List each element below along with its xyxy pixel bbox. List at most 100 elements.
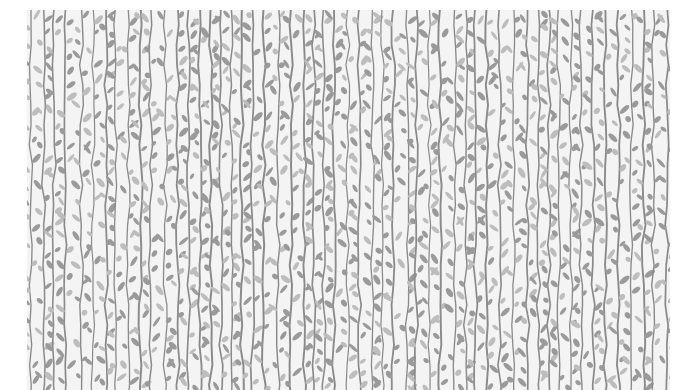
leaf — [94, 110, 102, 120]
leaf — [352, 291, 359, 298]
leaf — [562, 244, 570, 253]
leaf — [503, 362, 513, 372]
leaf — [611, 197, 619, 203]
leaf — [81, 356, 88, 362]
leaf — [552, 202, 558, 209]
leaf — [654, 337, 660, 346]
leaf — [466, 29, 475, 38]
leaf — [222, 26, 230, 34]
leaf — [514, 16, 521, 23]
leaf — [27, 77, 31, 85]
leaf — [350, 153, 358, 163]
leaf — [598, 309, 605, 316]
leaf — [54, 190, 61, 197]
vine-stem — [168, 10, 189, 390]
leaf — [644, 331, 653, 339]
vine-stem-line — [113, 10, 118, 390]
leaf — [542, 309, 549, 316]
leaf — [647, 57, 653, 64]
leaf — [212, 94, 220, 103]
leaf — [133, 193, 140, 202]
leaf — [594, 377, 602, 385]
leaf — [431, 12, 440, 20]
leaf — [558, 93, 565, 99]
leaf — [521, 185, 527, 192]
leaf — [364, 185, 372, 193]
vine-stem — [529, 10, 548, 390]
leaf — [500, 45, 508, 54]
leaf — [373, 266, 380, 273]
leaf — [66, 246, 74, 254]
leaf — [506, 88, 514, 95]
leaf — [587, 237, 593, 244]
leaf — [45, 358, 53, 369]
leaf — [234, 51, 241, 59]
leaf — [292, 293, 301, 303]
vine-stem-line — [524, 10, 531, 390]
leaf — [99, 192, 106, 198]
vine-stem-line — [664, 10, 670, 390]
leaf — [374, 115, 383, 125]
leaf — [550, 280, 558, 288]
leaf — [324, 136, 333, 146]
leaf — [519, 136, 527, 144]
leaf — [66, 92, 77, 101]
leaf — [151, 113, 160, 122]
leaf — [32, 375, 40, 384]
leaf — [314, 377, 320, 383]
leaf — [634, 251, 642, 262]
leaf — [141, 78, 148, 85]
leaf — [221, 353, 231, 360]
leaf — [75, 130, 81, 136]
leaf — [565, 384, 571, 390]
leaf — [408, 326, 416, 334]
leaf — [264, 323, 270, 329]
leaf — [47, 306, 54, 313]
leaf — [200, 293, 210, 302]
vine-stem — [382, 10, 404, 390]
leaf — [488, 75, 497, 85]
vine-stem — [155, 10, 175, 390]
leaf — [45, 62, 53, 71]
vine-stem — [303, 10, 325, 390]
leaf — [242, 22, 252, 31]
leaf — [410, 341, 417, 348]
leaf — [517, 377, 527, 387]
leaf — [256, 183, 264, 190]
leaf — [559, 292, 566, 300]
leaf — [165, 248, 173, 256]
leaf — [575, 380, 581, 386]
leaf — [280, 165, 288, 175]
leaf — [203, 119, 211, 125]
leaf — [152, 332, 161, 342]
leaf — [324, 300, 334, 309]
vine-stem-line — [321, 10, 327, 390]
leaf — [500, 134, 507, 142]
vine-stem — [323, 10, 344, 390]
leaf — [109, 224, 116, 232]
leaf — [191, 287, 199, 296]
leaf — [433, 284, 440, 291]
leaf — [213, 381, 220, 390]
leaf — [419, 89, 429, 97]
leaf — [501, 237, 509, 247]
leaf — [116, 271, 123, 278]
leaf — [117, 131, 125, 140]
leaf — [200, 27, 209, 38]
leaf — [455, 41, 463, 48]
vine-stem-line — [175, 10, 181, 390]
leaf — [637, 113, 643, 120]
leaf — [365, 142, 372, 150]
leaf — [35, 81, 43, 88]
leaf — [100, 136, 105, 143]
leaf — [633, 64, 643, 73]
leaf — [446, 124, 455, 132]
leaf — [441, 60, 447, 67]
vine-stem-line — [197, 10, 203, 390]
vine-stem-line — [51, 10, 57, 390]
leaf — [383, 363, 388, 370]
leaf — [348, 370, 358, 379]
leaf — [551, 34, 557, 44]
leaf — [618, 293, 626, 301]
leaf — [106, 104, 113, 111]
